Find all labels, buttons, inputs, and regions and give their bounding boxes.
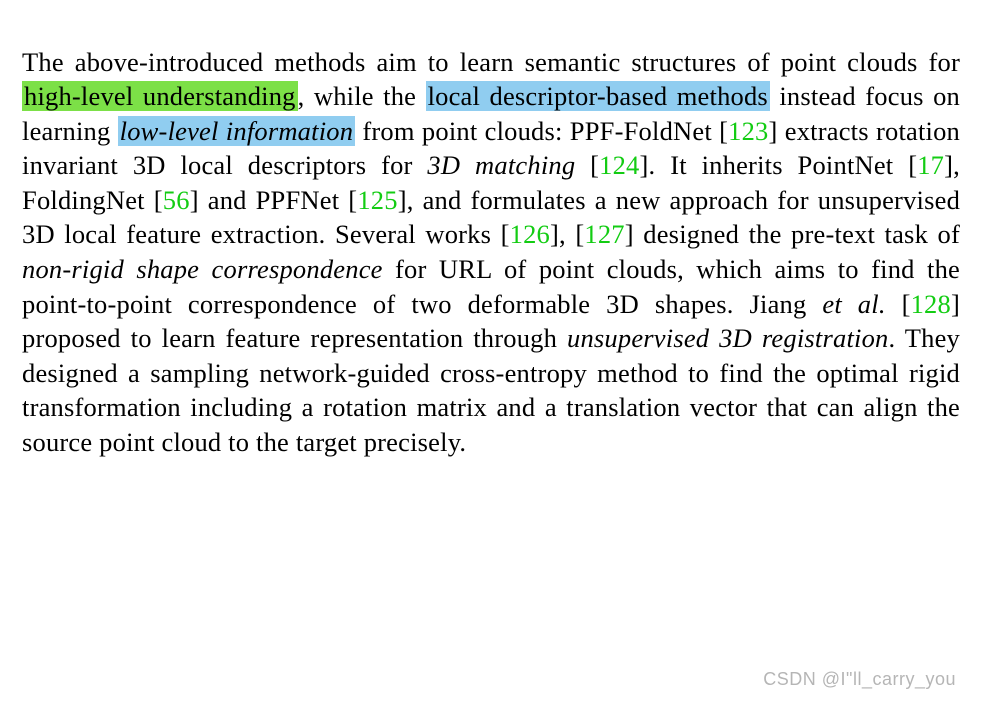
paragraph-body: The above-introduced methods aim to lear… bbox=[22, 45, 960, 460]
citation-126[interactable]: 126 bbox=[510, 219, 550, 249]
text-run: ], [ bbox=[550, 219, 584, 249]
italic-3d-matching-a: 3D match­ bbox=[427, 150, 540, 180]
citation-123[interactable]: 123 bbox=[728, 116, 768, 146]
italic-nrsc-a: non-rigid shape corre­ bbox=[22, 254, 269, 284]
text-run: from point clouds: PPF-FoldNet [ bbox=[355, 116, 728, 146]
citation-56[interactable]: 56 bbox=[163, 185, 190, 215]
text-run: [ bbox=[886, 289, 911, 319]
citation-127[interactable]: 127 bbox=[584, 219, 624, 249]
text-run: ] and PPFNet [ bbox=[190, 185, 358, 215]
watermark: CSDN @I"ll_carry_you bbox=[763, 669, 956, 690]
citation-125[interactable]: 125 bbox=[357, 185, 397, 215]
citation-124[interactable]: 124 bbox=[599, 150, 639, 180]
highlight-blue-2: low-level information bbox=[118, 116, 356, 146]
text-run: ]. It inherits PointNet [ bbox=[640, 150, 918, 180]
text-run: The above-introduced methods aim to lear… bbox=[22, 47, 960, 77]
italic-3d-matching-b: ing bbox=[541, 150, 575, 180]
italic-nrsc-b: spondence bbox=[269, 254, 383, 284]
citation-128[interactable]: 128 bbox=[911, 289, 951, 319]
citation-17[interactable]: 17 bbox=[917, 150, 944, 180]
italic-etal: et al. bbox=[822, 289, 885, 319]
text-run: ] designed the pre-text task of bbox=[625, 219, 960, 249]
text-run: [ bbox=[575, 150, 599, 180]
text-run: , while the bbox=[298, 81, 426, 111]
highlight-blue-1: local descriptor-based methods bbox=[426, 81, 770, 111]
italic-u3dr: unsupervised 3D registration bbox=[567, 323, 888, 353]
highlight-green: high-level understanding bbox=[22, 81, 298, 111]
